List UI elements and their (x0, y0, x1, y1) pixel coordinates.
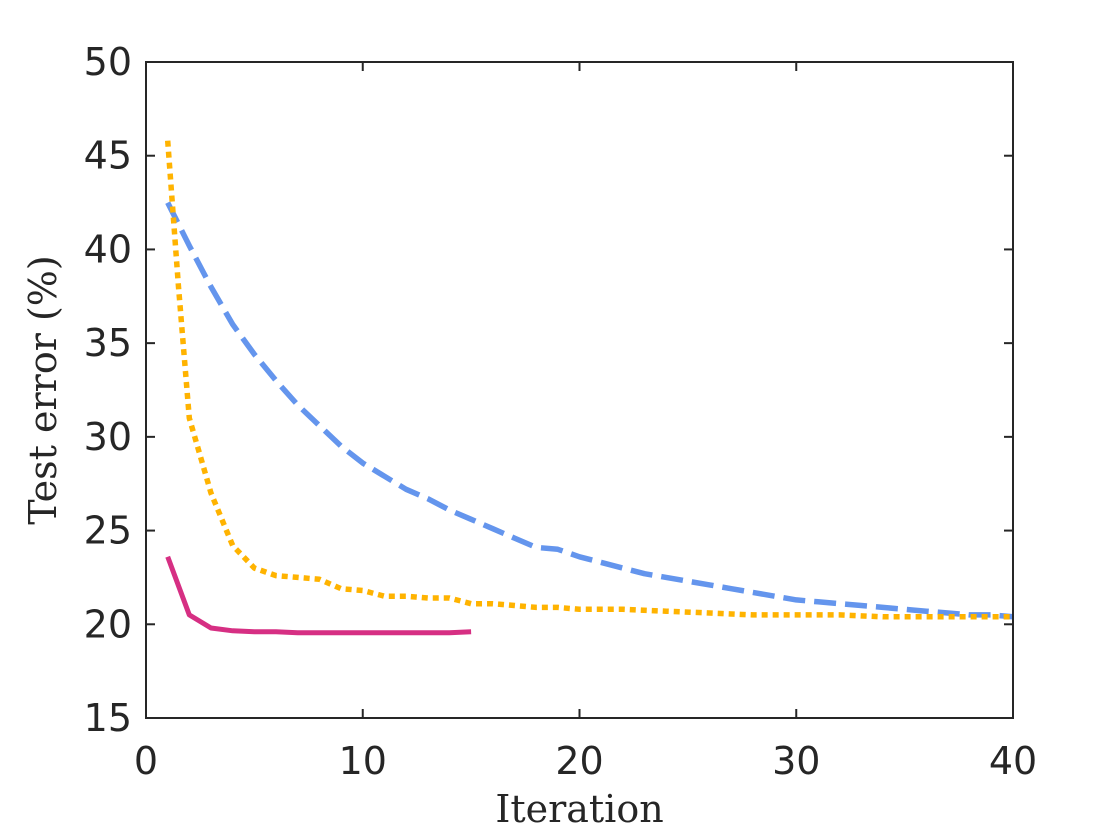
plot-frame (145, 61, 1014, 719)
plot-background (146, 62, 1013, 718)
x-tick-label: 20 (555, 739, 603, 783)
tick-labels: 0 10 20 30 40 15 20 25 30 35 40 45 50 (84, 40, 1038, 783)
series-layer (164, 140, 1014, 636)
series-line-3 (165, 555, 472, 636)
y-tick-label: 15 (84, 696, 132, 740)
x-tick-label: 40 (989, 739, 1037, 783)
x-tick-label: 0 (134, 739, 158, 783)
y-tick-label: 40 (84, 227, 132, 271)
x-tick-label: 30 (772, 739, 820, 783)
x-axis-title: Iteration (495, 787, 663, 831)
series-line-1 (165, 201, 1014, 620)
y-tick-label: 20 (84, 602, 132, 646)
y-axis-title: Test error (%) (21, 255, 65, 524)
y-tick-label: 50 (84, 40, 132, 84)
y-tick-label: 35 (84, 321, 132, 365)
series-line-2 (164, 140, 1013, 620)
y-tick-label: 30 (84, 415, 132, 459)
y-tick-label: 25 (84, 509, 132, 553)
x-tick-label: 10 (339, 739, 387, 783)
y-tick-label: 45 (84, 134, 132, 178)
